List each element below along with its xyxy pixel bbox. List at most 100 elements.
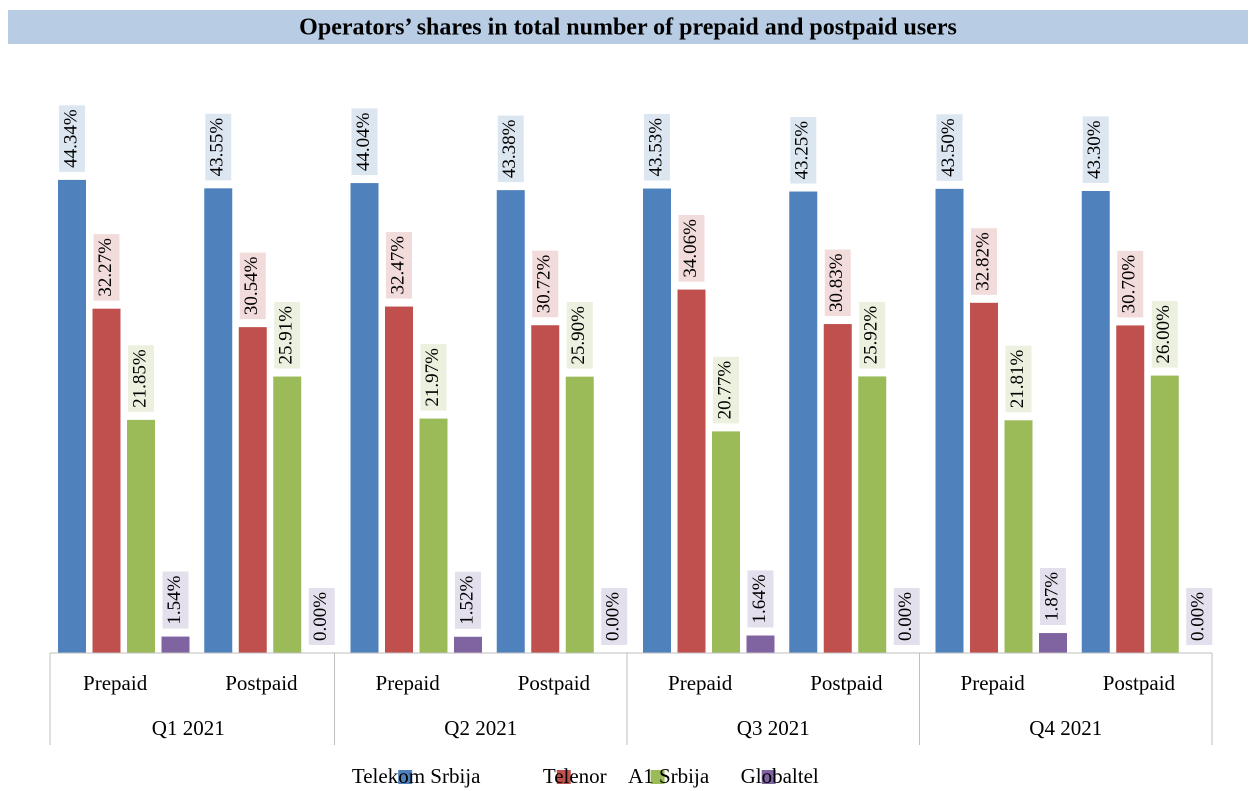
value-label: 43.25%	[792, 121, 813, 180]
value-label-box	[601, 587, 628, 645]
bar	[127, 419, 155, 653]
bar	[419, 418, 448, 653]
value-label-box	[93, 234, 120, 301]
value-label-box	[162, 571, 189, 629]
legend-label: A1 Srbija	[628, 764, 710, 788]
value-label: 32.82%	[972, 232, 993, 291]
value-label: 0.00%	[895, 592, 916, 641]
value-label: 25.91%	[276, 306, 297, 365]
bar	[643, 188, 671, 653]
bar	[565, 376, 594, 653]
bar	[1039, 633, 1067, 653]
value-label-box	[497, 115, 524, 183]
bar	[712, 431, 740, 653]
bar	[454, 636, 482, 653]
value-label-box	[1117, 250, 1144, 318]
value-label-box	[420, 344, 447, 411]
value-label-box	[239, 252, 266, 320]
value-label-box	[351, 108, 378, 176]
legend-swatch	[650, 770, 665, 784]
group-label: Q4 2021	[1029, 716, 1102, 740]
value-label-box	[1040, 567, 1066, 626]
value-label-box	[1186, 587, 1213, 645]
value-label-box	[936, 114, 963, 181]
value-label: 44.04%	[353, 112, 374, 171]
x-tick-label: Prepaid	[961, 671, 1026, 695]
value-label-box	[713, 356, 739, 424]
value-label: 43.53%	[645, 118, 666, 177]
value-label-box	[790, 116, 817, 184]
value-label: 32.27%	[95, 238, 116, 297]
bar	[823, 324, 852, 653]
bar	[677, 289, 706, 653]
legend-swatch	[398, 770, 413, 784]
value-label: 43.38%	[499, 119, 520, 178]
value-label: 25.90%	[568, 306, 589, 365]
x-tick-label: Postpaid	[1103, 671, 1176, 695]
value-label: 0.00%	[310, 592, 331, 641]
x-tick-label: Prepaid	[376, 671, 441, 695]
bar	[858, 376, 887, 653]
value-label: 43.30%	[1084, 120, 1105, 179]
x-tick-label: Postpaid	[810, 671, 883, 695]
bar	[92, 308, 121, 653]
value-label-box	[747, 570, 774, 628]
bar	[385, 306, 413, 653]
value-label: 1.54%	[164, 575, 185, 624]
value-label-box	[1151, 301, 1178, 368]
value-label-box	[59, 105, 85, 172]
bar	[1081, 190, 1110, 653]
value-label-box	[644, 113, 670, 181]
value-label-box	[205, 113, 232, 181]
value-label: 25.92%	[861, 306, 882, 365]
title-banner	[8, 10, 1248, 44]
value-label: 1.52%	[456, 576, 477, 625]
bar	[789, 191, 818, 653]
group-label: Q1 2021	[152, 716, 225, 740]
value-label-box	[128, 345, 154, 412]
bar	[935, 188, 964, 654]
group-label: Q2 2021	[444, 716, 517, 740]
value-label-box	[274, 301, 301, 369]
value-label-box	[893, 587, 920, 645]
bar	[1004, 420, 1033, 653]
value-label-box	[824, 249, 851, 317]
value-label: 32.47%	[387, 236, 408, 295]
chart-title: Operators’ shares in total number of pre…	[299, 15, 957, 41]
bar	[1116, 325, 1145, 653]
value-label: 0.00%	[603, 592, 624, 641]
value-label-box	[1005, 345, 1032, 413]
bar	[204, 188, 233, 653]
value-label: 43.55%	[207, 118, 228, 177]
value-label-box	[308, 587, 335, 645]
bar	[273, 376, 302, 653]
value-label-box	[678, 215, 705, 282]
legend-label: Telenor	[543, 764, 607, 788]
value-label: 26.00%	[1153, 305, 1174, 364]
legend-label: Globaltel	[741, 764, 819, 788]
value-label: 21.97%	[422, 348, 443, 407]
value-label: 44.34%	[60, 109, 81, 168]
value-label-box	[971, 228, 997, 295]
bar	[531, 325, 560, 653]
bar	[746, 635, 775, 653]
value-label: 21.81%	[1007, 350, 1028, 409]
x-tick-label: Postpaid	[225, 671, 298, 695]
legend-swatch	[556, 770, 571, 784]
bar	[350, 183, 379, 653]
x-tick-label: Postpaid	[518, 671, 591, 695]
bar	[161, 636, 190, 653]
bar	[496, 190, 525, 653]
value-label-box	[1082, 116, 1109, 183]
value-label: 1.64%	[749, 574, 770, 623]
value-label: 30.70%	[1119, 255, 1140, 314]
value-label-box	[386, 231, 412, 299]
value-label: 1.87%	[1041, 572, 1062, 621]
value-label-box	[566, 302, 593, 369]
x-tick-label: Prepaid	[83, 671, 148, 695]
x-tick-label: Prepaid	[668, 671, 733, 695]
group-label: Q3 2021	[737, 716, 810, 740]
value-label: 30.54%	[241, 256, 262, 315]
value-label-box	[532, 250, 559, 318]
